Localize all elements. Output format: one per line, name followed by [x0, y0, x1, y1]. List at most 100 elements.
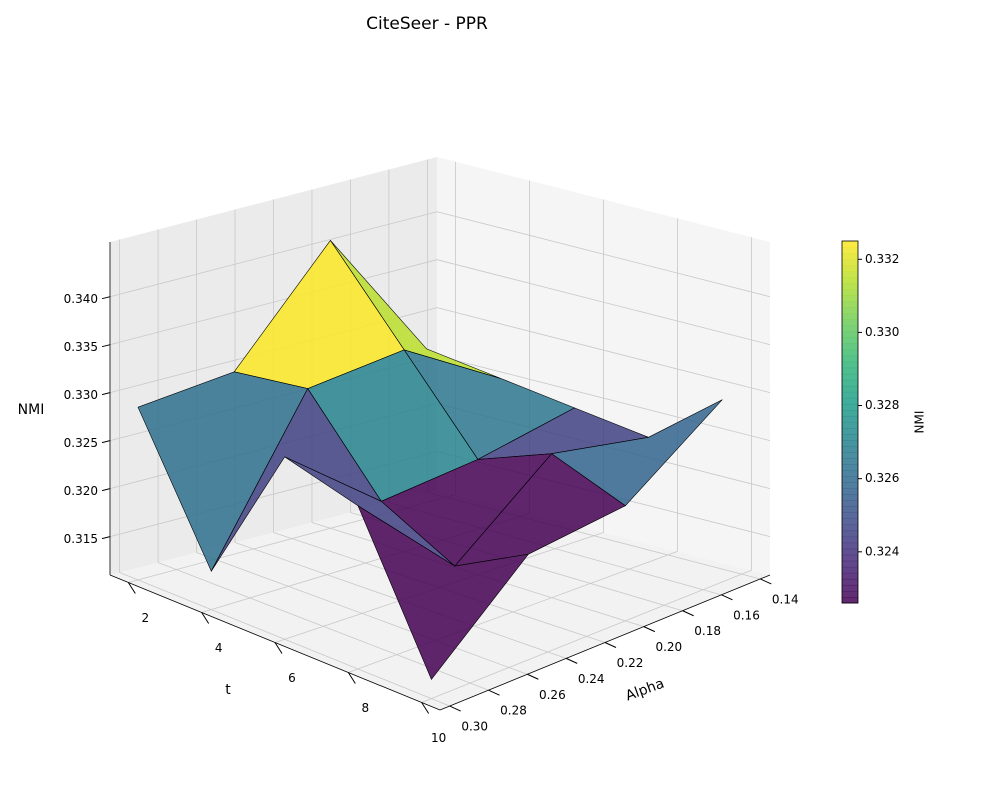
x-tick: [127, 582, 136, 594]
colorbar-segment: [842, 494, 858, 501]
colorbar-segment: [842, 500, 858, 507]
colorbar-segment: [842, 307, 858, 314]
x-tick: [274, 642, 283, 654]
grid-line: [196, 552, 528, 675]
colorbar-segment: [842, 391, 858, 399]
z-tick-label: 0.315: [64, 532, 98, 546]
x-tick: [201, 612, 210, 624]
colorbar-segment: [842, 488, 858, 495]
axis-line: [439, 574, 771, 711]
colorbar-segment: [842, 560, 858, 568]
colorbar-segment: [842, 343, 858, 351]
colorbar-tick-label: 0.326: [865, 471, 899, 485]
y-tick-label: 0.14: [772, 592, 799, 606]
y-tick-label: 0.22: [617, 656, 644, 670]
colorbar-segment: [842, 530, 858, 538]
colorbar-segment: [842, 584, 858, 592]
y-tick-label: 0.28: [500, 704, 527, 718]
x-tick-label: 4: [215, 641, 223, 655]
x-tick-label: 2: [142, 611, 150, 625]
colorbar-segment: [842, 355, 858, 363]
colorbar-tick-label: 0.328: [865, 398, 899, 412]
y-tick-label: 0.20: [655, 640, 682, 654]
axis-line: [109, 574, 441, 711]
colorbar-segment: [842, 422, 858, 429]
colorbar-segment: [842, 367, 858, 375]
z-tick: [101, 536, 111, 540]
colorbar-segment: [842, 470, 858, 477]
colorbar-segment: [842, 452, 858, 459]
colorbar-segment: [842, 385, 858, 393]
z-tick-label: 0.325: [64, 436, 98, 450]
z-tick: [101, 440, 111, 444]
colorbar-segment: [842, 542, 858, 550]
colorbar-segment: [842, 548, 858, 556]
colorbar-segment: [842, 506, 858, 513]
colorbar-segment: [842, 518, 858, 526]
colorbar-segment: [842, 247, 858, 254]
colorbar-segment: [842, 590, 858, 598]
z-tick: [101, 392, 111, 396]
colorbar-segment: [842, 361, 858, 369]
colorbar-segment: [842, 458, 858, 465]
colorbar-segment: [842, 434, 858, 441]
colorbar-segment: [842, 241, 858, 248]
colorbar-segment: [842, 289, 858, 296]
colorbar-segment: [842, 283, 858, 290]
colorbar-segment: [842, 277, 858, 284]
z-tick: [101, 488, 111, 492]
y-tick: [760, 578, 772, 585]
colorbar-segment: [842, 409, 858, 417]
colorbar-segment: [842, 271, 858, 278]
y-tick-label: 0.24: [578, 672, 605, 686]
y-tick: [682, 610, 694, 617]
colorbar-segment: [842, 337, 858, 345]
colorbar-segment: [842, 578, 858, 586]
y-tick-label: 0.16: [733, 608, 760, 622]
x-tick: [347, 672, 356, 684]
z-tick: [101, 344, 111, 348]
colorbar-segment: [842, 566, 858, 574]
z-tick-label: 0.330: [64, 388, 98, 402]
colorbar-segment: [842, 265, 858, 272]
x-tick-label: 10: [431, 731, 446, 745]
colorbar-segment: [842, 446, 858, 453]
y-tick-label: 0.18: [694, 624, 721, 638]
colorbar-segment: [842, 440, 858, 447]
colorbar-title: NMI: [913, 411, 927, 434]
z-tick-label: 0.335: [64, 340, 98, 354]
colorbar-segment: [842, 536, 858, 544]
x-axis-title: t: [225, 682, 231, 698]
colorbar-tick-label: 0.332: [865, 252, 899, 266]
y-tick: [643, 626, 656, 633]
x-tick-label: 8: [362, 701, 370, 715]
colorbar-segment: [842, 253, 858, 260]
colorbar-segment: [842, 572, 858, 580]
colorbar-segment: [842, 325, 858, 332]
colorbar-segment: [842, 331, 858, 339]
x-tick: [421, 702, 430, 714]
colorbar-segment: [842, 524, 858, 532]
z-tick-label: 0.320: [64, 484, 98, 498]
colorbar-segment: [842, 313, 858, 320]
z-tick: [101, 296, 111, 300]
y-tick: [449, 705, 461, 712]
colorbar-segment: [842, 397, 858, 405]
y-tick-label: 0.30: [461, 720, 488, 734]
colorbar-segment: [842, 403, 858, 411]
z-tick-label: 0.340: [64, 292, 98, 306]
colorbar-segment: [842, 596, 858, 604]
z-axis-title: NMI: [18, 402, 45, 418]
colorbar-segment: [842, 319, 858, 326]
grid-line: [119, 572, 450, 707]
colorbar-segment: [842, 464, 858, 471]
colorbar-segment: [842, 512, 858, 520]
y-tick: [721, 594, 733, 601]
colorbar-segment: [842, 295, 858, 302]
colorbar-segment: [842, 349, 858, 357]
y-tick: [488, 689, 500, 696]
colorbar-segment: [842, 259, 858, 266]
colorbar-segment: [842, 554, 858, 562]
colorbar-segment: [842, 301, 858, 308]
